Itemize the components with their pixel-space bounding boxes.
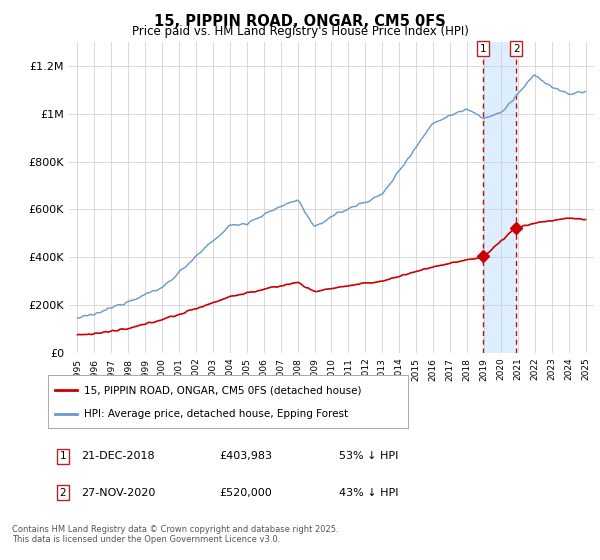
Text: 15, PIPPIN ROAD, ONGAR, CM5 0FS: 15, PIPPIN ROAD, ONGAR, CM5 0FS — [154, 14, 446, 29]
Text: £520,000: £520,000 — [219, 488, 272, 498]
Text: Contains HM Land Registry data © Crown copyright and database right 2025.
This d: Contains HM Land Registry data © Crown c… — [12, 525, 338, 544]
Text: 15, PIPPIN ROAD, ONGAR, CM5 0FS (detached house): 15, PIPPIN ROAD, ONGAR, CM5 0FS (detache… — [84, 385, 361, 395]
Text: 1: 1 — [59, 451, 67, 461]
Text: 27-NOV-2020: 27-NOV-2020 — [81, 488, 155, 498]
Text: Price paid vs. HM Land Registry's House Price Index (HPI): Price paid vs. HM Land Registry's House … — [131, 25, 469, 38]
Text: 1: 1 — [480, 44, 487, 54]
Bar — [484, 42, 516, 353]
Text: 2: 2 — [513, 44, 520, 54]
Text: 53% ↓ HPI: 53% ↓ HPI — [339, 451, 398, 461]
Text: 43% ↓ HPI: 43% ↓ HPI — [339, 488, 398, 498]
Text: 21-DEC-2018: 21-DEC-2018 — [81, 451, 155, 461]
Text: HPI: Average price, detached house, Epping Forest: HPI: Average price, detached house, Eppi… — [84, 408, 348, 418]
Text: £403,983: £403,983 — [219, 451, 272, 461]
Text: 2: 2 — [59, 488, 67, 498]
